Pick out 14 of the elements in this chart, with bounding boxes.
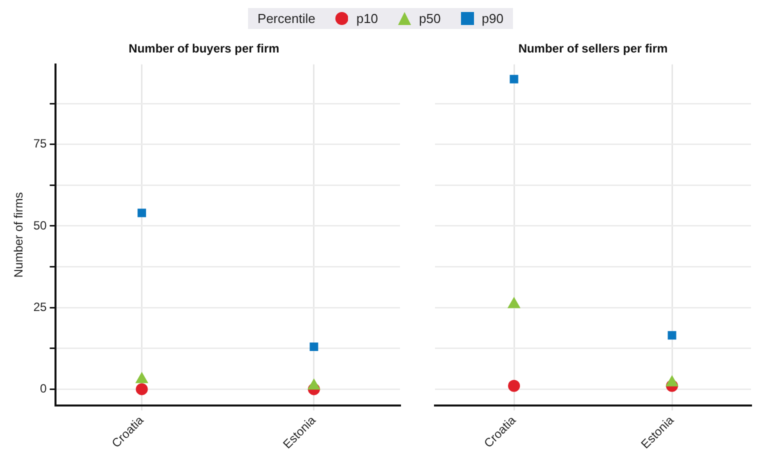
y-tick-label: 25 bbox=[33, 300, 48, 314]
y-tick-label: 75 bbox=[33, 136, 48, 151]
y-tick-label: 0 bbox=[40, 382, 48, 396]
legend-label: p10 bbox=[356, 11, 378, 26]
y-tick-label: 50 bbox=[33, 218, 48, 232]
legend-label: p50 bbox=[419, 11, 441, 26]
point bbox=[136, 383, 148, 396]
chart-title: Number of buyers per firm bbox=[128, 42, 280, 56]
legend-title: Percentile bbox=[258, 11, 316, 26]
y-axis-title: Number of firms bbox=[12, 192, 26, 278]
point bbox=[138, 208, 146, 218]
legend-label: p90 bbox=[482, 11, 504, 26]
point bbox=[310, 342, 318, 351]
chart-title: Number of sellers per firm bbox=[518, 42, 668, 56]
